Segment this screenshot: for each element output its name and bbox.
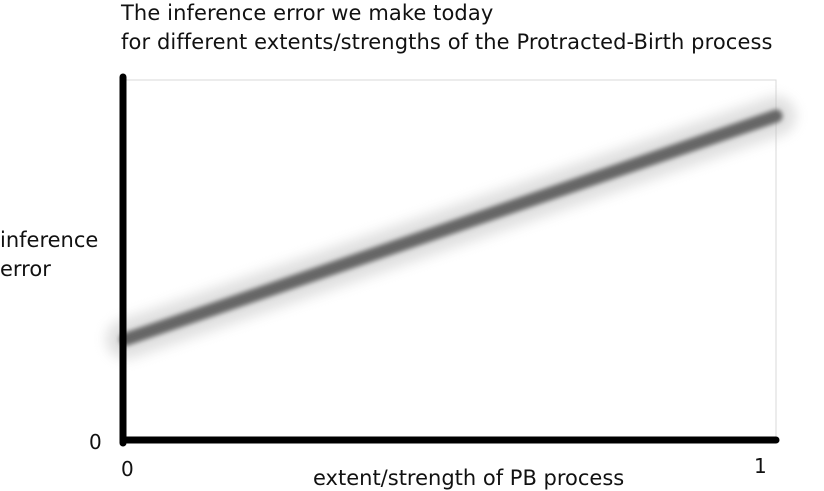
y-axis-label-line-1: inference bbox=[0, 228, 99, 252]
x-tick-label-1: 1 bbox=[754, 454, 767, 478]
chart-title-line-2: for different extents/strengths of the P… bbox=[121, 30, 773, 54]
chart-title-line-1: The inference error we make today bbox=[121, 1, 494, 25]
series-0-line bbox=[119, 109, 783, 346]
y-tick-label-0: 0 bbox=[89, 430, 102, 454]
x-axis-label: extent/strength of PB process bbox=[313, 466, 625, 490]
x-tick-label-0: 0 bbox=[121, 457, 134, 481]
series-layer bbox=[106, 96, 796, 360]
y-axis-label-line-2: error bbox=[0, 257, 51, 281]
